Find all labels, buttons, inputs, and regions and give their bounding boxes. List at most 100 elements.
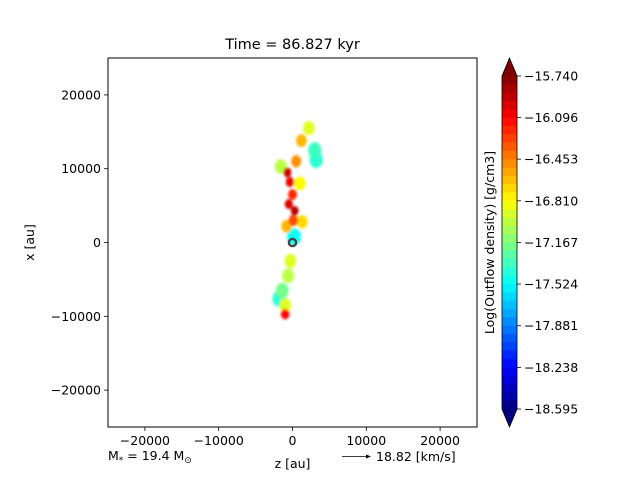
colorbar-band xyxy=(502,76,517,85)
colorbar-band xyxy=(502,242,517,252)
y-tick-label: −10000 xyxy=(51,309,101,324)
colorbar-band xyxy=(502,125,517,135)
colorbar-extend-bottom xyxy=(502,409,517,427)
colorbar-band xyxy=(502,217,517,227)
colorbar-band xyxy=(502,292,517,302)
star-marker xyxy=(287,237,298,248)
colorbar-band xyxy=(502,100,517,110)
colorbar-band xyxy=(502,334,517,343)
colorbar-band xyxy=(502,325,517,335)
outflow-cell xyxy=(279,298,291,313)
outflow-cell xyxy=(280,308,290,320)
outflow-cell xyxy=(275,282,289,299)
y-axis-label: x [au] xyxy=(22,224,37,261)
outflow-cell xyxy=(291,155,302,168)
outflow-cell xyxy=(283,167,292,178)
outflow-cell xyxy=(307,142,322,159)
x-axis-label: z [au] xyxy=(275,456,311,471)
plot-area xyxy=(107,57,478,428)
outflow-cell xyxy=(302,121,315,136)
colorbar-band xyxy=(502,392,517,402)
outflow-cell xyxy=(290,205,299,216)
colorbar-band xyxy=(502,200,517,210)
colorbar-band xyxy=(502,384,517,393)
outflow-cell xyxy=(274,159,287,174)
outflow-cell xyxy=(294,176,306,191)
colorbar-band xyxy=(502,267,517,277)
colorbar-band xyxy=(502,192,517,202)
velocity-key-arrow-icon xyxy=(342,454,371,459)
outflow-cell xyxy=(284,253,297,269)
outflow-cell xyxy=(296,215,308,229)
colorbar-band xyxy=(502,400,517,410)
colorbar-band xyxy=(502,250,517,260)
colorbar-band xyxy=(502,275,517,285)
colorbar-tick-label: −15.740 xyxy=(524,69,578,84)
x-tick-label: 0 xyxy=(289,433,297,448)
mass-value: = 19.4 M xyxy=(123,448,184,463)
x-tick-label: −10000 xyxy=(194,433,244,448)
y-tick-label: 0 xyxy=(93,235,101,250)
colorbar-tick-label: −17.881 xyxy=(524,318,578,333)
x-tick-label: 20000 xyxy=(420,433,460,448)
colorbar-band xyxy=(502,309,517,318)
colorbar-tick-label: −16.453 xyxy=(524,152,578,167)
solar-mass-subscript: ⊙ xyxy=(184,456,192,466)
outflow-cell xyxy=(296,134,307,148)
colorbar-tick-label: −17.167 xyxy=(524,235,578,250)
colorbar-band xyxy=(502,300,517,310)
colorbar-band xyxy=(502,92,517,102)
outflow-cell xyxy=(284,199,293,210)
outflow-cell xyxy=(288,189,297,200)
outflow-cell xyxy=(285,176,295,188)
mass-symbol: M xyxy=(108,448,119,463)
colorbar-band xyxy=(502,167,517,177)
outflow-cell xyxy=(288,214,298,227)
colorbar-tick-label: −18.238 xyxy=(524,360,578,375)
colorbar-band xyxy=(502,259,517,268)
colorbar-extend-top xyxy=(502,58,517,76)
x-tick-label: −20000 xyxy=(120,433,170,448)
colorbar-band xyxy=(502,284,517,293)
colorbar-band xyxy=(502,159,517,168)
colorbar-band xyxy=(502,117,517,127)
colorbar-tick-label: −16.810 xyxy=(524,193,578,208)
y-tick-label: −20000 xyxy=(51,383,101,398)
outflow-density-map xyxy=(272,121,323,320)
outflow-blobs xyxy=(272,121,323,320)
colorbar-band xyxy=(502,109,517,119)
colorbar-tick-label: −17.524 xyxy=(524,277,578,292)
colorbar-band xyxy=(502,317,517,327)
colorbar-band xyxy=(502,150,517,160)
colorbar-band xyxy=(502,342,517,352)
velocity-key-label: 18.82 [km/s] xyxy=(376,449,456,464)
y-tick-label: 20000 xyxy=(61,87,101,102)
y-axis: 20000 10000 0 −10000 −20000 xyxy=(51,87,108,398)
colorbar-tick-label: −18.595 xyxy=(524,402,578,417)
colorbar-band xyxy=(502,225,517,235)
colorbar-band xyxy=(502,84,517,94)
colorbar-band xyxy=(502,134,517,143)
colorbar-band xyxy=(502,367,517,377)
colorbar-band xyxy=(502,209,517,218)
colorbar-band xyxy=(502,184,517,193)
colorbar-band xyxy=(502,350,517,360)
colorbar-bands xyxy=(502,76,517,410)
stellar-mass-annotation: M* = 19.4 M⊙ xyxy=(108,448,192,466)
y-tick-label: 10000 xyxy=(61,161,101,176)
colorbar-band xyxy=(502,359,517,368)
colorbar-band xyxy=(502,142,517,152)
colorbar-band xyxy=(502,234,517,243)
outflow-cell xyxy=(282,268,295,284)
x-tick-label: 10000 xyxy=(346,433,386,448)
colorbar-label: Log(Outflow density) [g/cm3] xyxy=(482,151,497,334)
colorbar-ticks: −15.740 −16.096 −16.453 −16.810 −17.167 −17.5… xyxy=(517,69,578,417)
x-axis: −20000 −10000 0 10000 20000 xyxy=(120,427,460,448)
colorbar-tick-label: −16.096 xyxy=(524,110,578,125)
colorbar: −15.740 −16.096 −16.453 −16.810 −17.167 −17.5… xyxy=(482,56,578,429)
colorbar-band xyxy=(502,175,517,185)
mass-subscript: * xyxy=(119,456,124,466)
colorbar-band xyxy=(502,375,517,385)
chart-title: Time = 86.827 kyr xyxy=(224,37,360,53)
